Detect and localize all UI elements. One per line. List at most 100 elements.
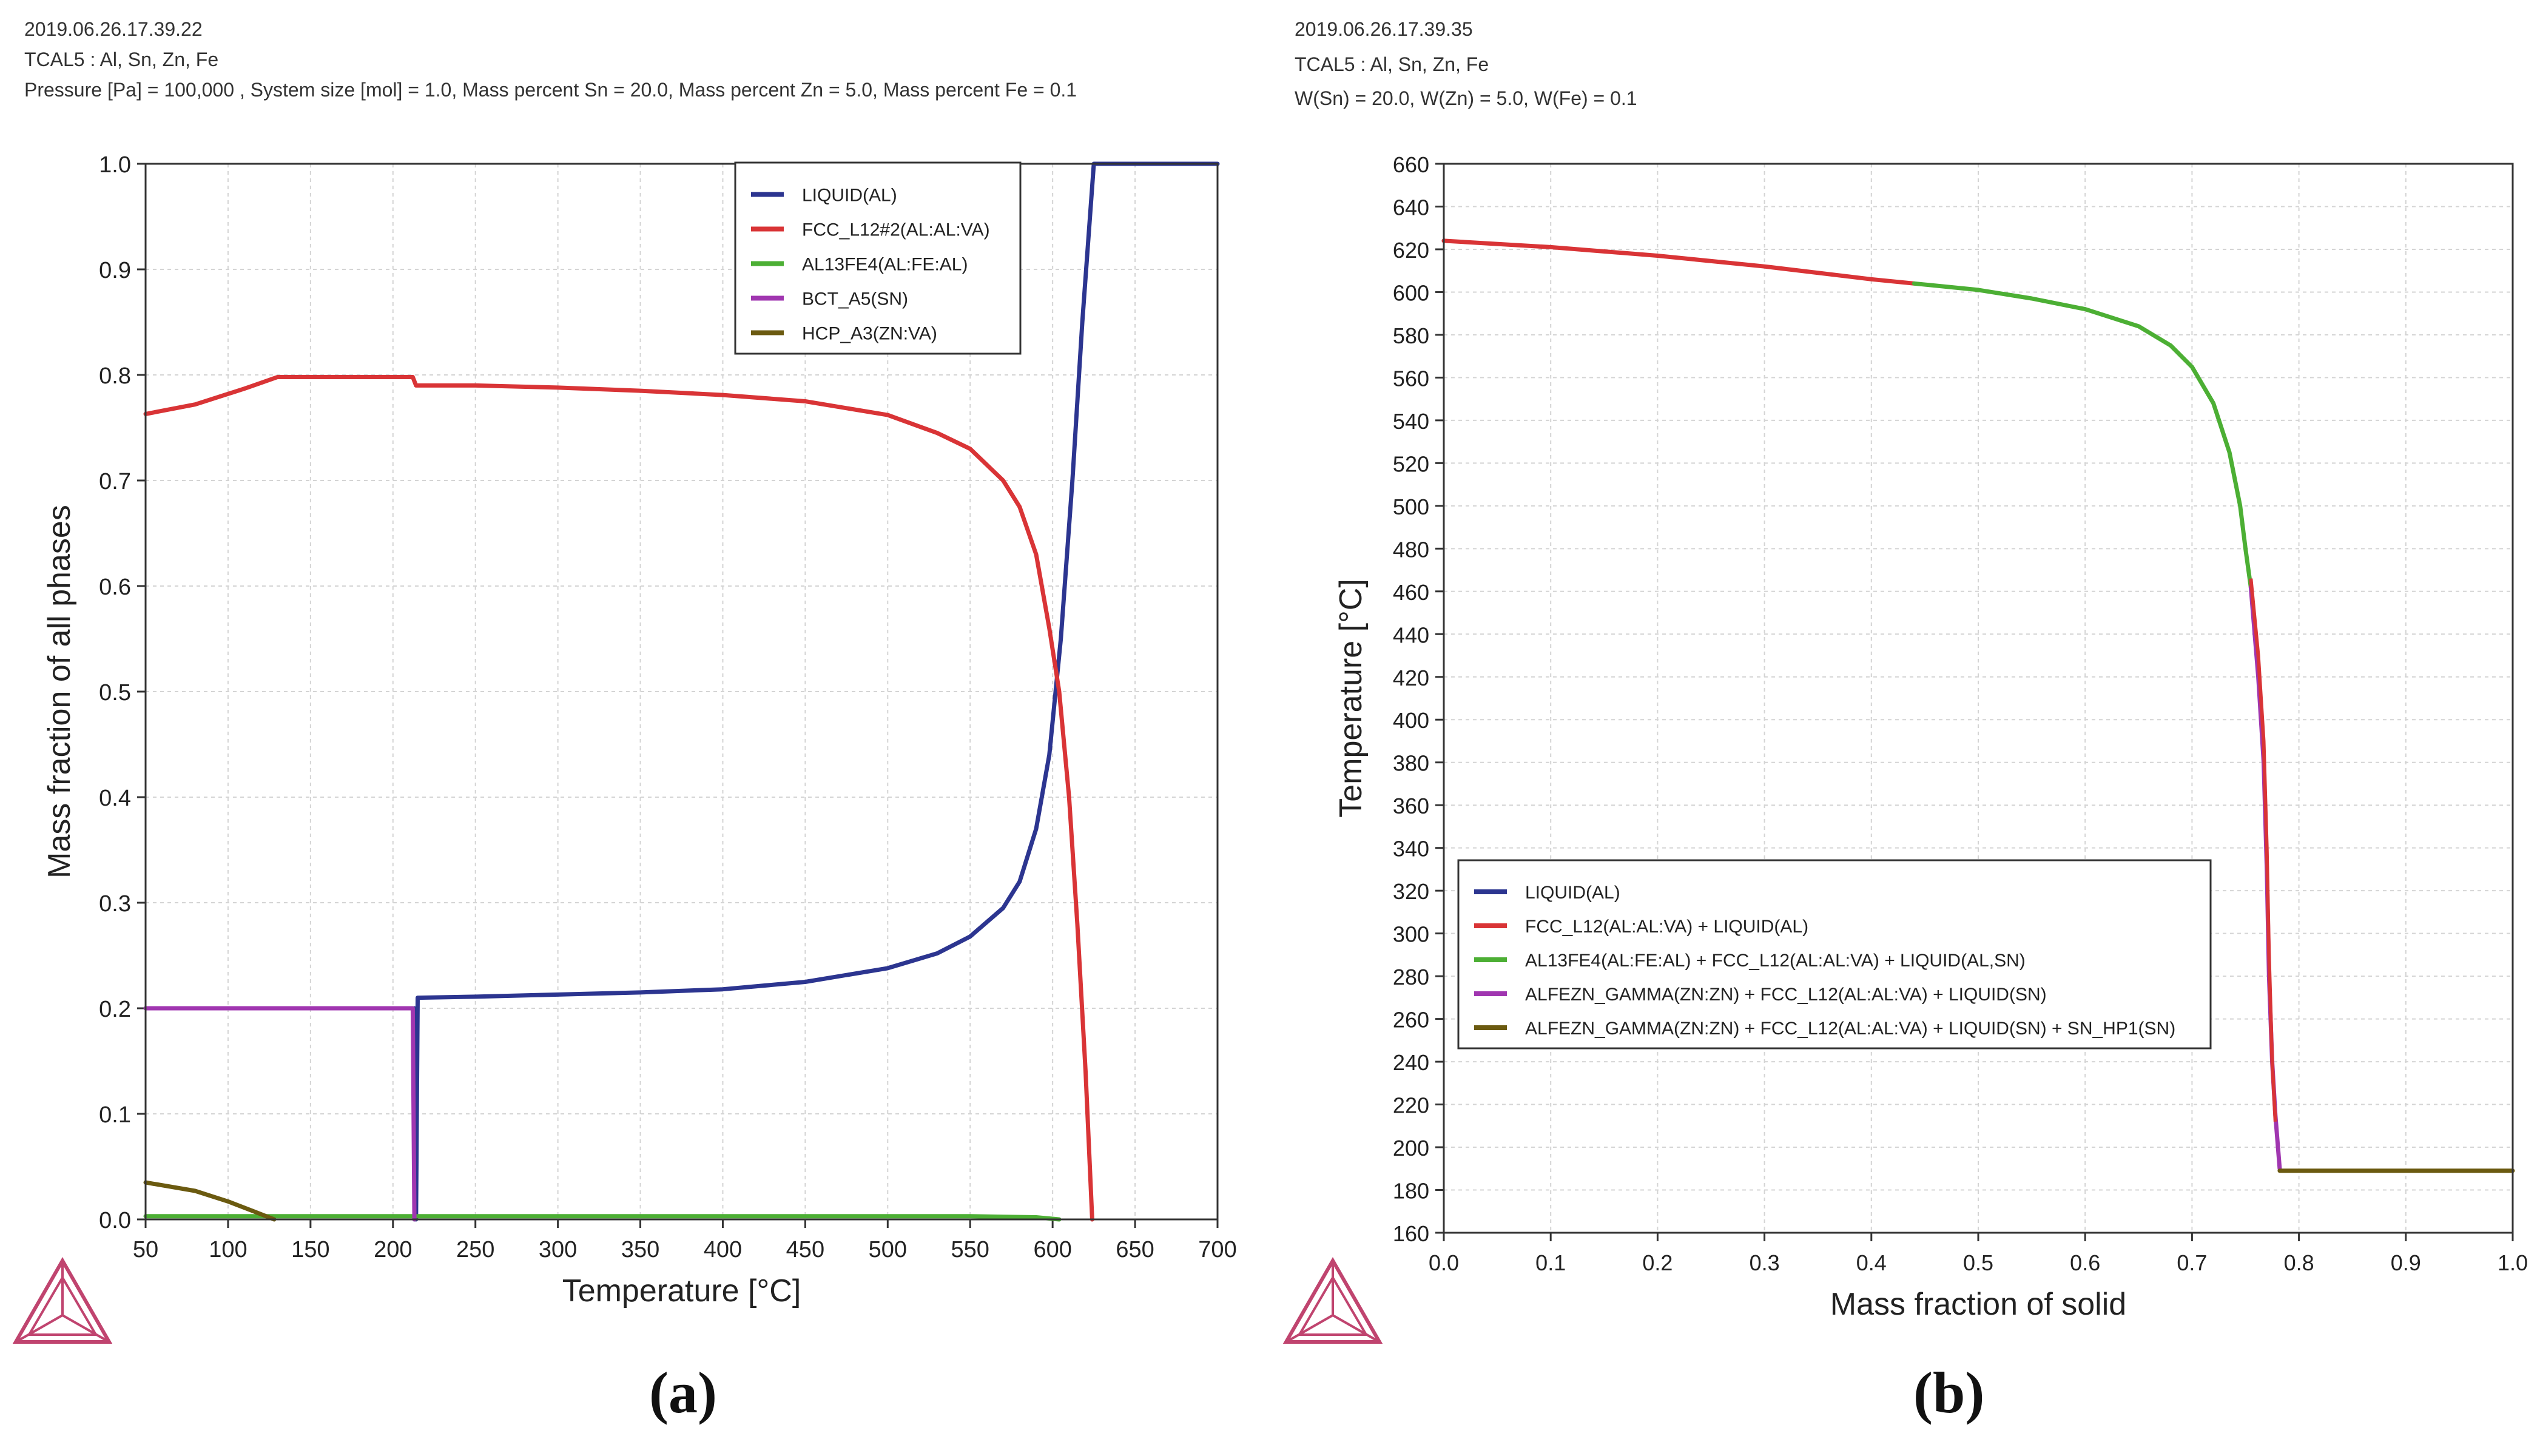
x-tick-label: 700 [1198,1237,1236,1262]
x-tick-label: 150 [291,1237,329,1262]
x-tick-label: 400 [704,1237,742,1262]
x-tick-label: 0.0 [1429,1250,1459,1275]
y-tick-label: 0.3 [99,891,131,917]
legend-entry: HCP_A3(ZN:VA) [802,324,937,344]
y-tick-label: 580 [1393,323,1429,348]
x-tick-label: 0.7 [2177,1250,2207,1275]
y-tick-label: 0.0 [99,1208,131,1233]
y-tick-label: 1.0 [99,152,131,178]
legend: LIQUID(AL) FCC_L12#2(AL:AL:VA) AL13FE4(AL:… [734,161,1022,355]
legend-box [1457,859,2212,1050]
thermocalc-logo-icon [11,1256,114,1347]
y-tick-label: 620 [1393,238,1429,263]
series-line-1 [412,161,1220,1222]
panel-b: 2019.06.26.17.39.35 TCAL5 : Al, Sn, Zn, … [1270,0,2540,1456]
plot-frame [144,163,1219,1221]
x-tick-label: 500 [869,1237,907,1262]
y-tick-label: 260 [1393,1008,1429,1033]
panel-a: 2019.06.26.17.39.22 TCAL5 : Al, Sn, Zn, … [11,18,1237,1425]
y-tick-label: 460 [1393,580,1429,605]
x-tick-label: 650 [1116,1237,1154,1262]
x-tick-label: 250 [456,1237,494,1262]
x-tick-label: 450 [786,1237,824,1262]
x-tick-label: 350 [621,1237,659,1262]
y-tick-label: 520 [1393,451,1429,476]
legend-entry: AL13FE4(AL:FE:AL) [802,255,968,275]
x-tick-label: 100 [209,1237,247,1262]
thermocalc-logo-icon [1281,1256,1384,1347]
y-tick-label: 280 [1393,965,1429,989]
y-tick-label: 500 [1393,494,1429,519]
y-tick-label: 240 [1393,1050,1429,1075]
legend-entry: AL13FE4(AL:FE:AL) + FCC_L12(AL:AL:VA) + … [1525,951,2026,971]
y-tick-label: 540 [1393,409,1429,434]
y-tick-label: 400 [1393,708,1429,733]
phase-fraction-chart: 50 100 150 200 250 300 350 400 450 500 550 600 650 70… [42,152,1237,1309]
x-tick-label: 50 [133,1237,158,1262]
y-tick-label: 180 [1393,1179,1429,1204]
x-tick-label: 0.1 [1535,1250,1566,1275]
x-tick-label: 0.6 [2070,1250,2100,1275]
series-line-3 [1912,281,2253,590]
series-line-3 [143,1214,1062,1222]
timestamp: 2019.06.26.17.39.35 [1295,18,1473,40]
legend-entry: BCT_A5(SN) [802,289,908,309]
x-tick-label: 0.4 [1856,1250,1887,1275]
series-line-2 [1441,238,1916,286]
x-tick-label: 0.5 [1963,1250,1993,1275]
x-tick-label: 0.8 [2284,1250,2314,1275]
y-tick-label: 420 [1393,666,1429,690]
legend: LIQUID(AL) FCC_L12(AL:AL:VA) + LIQUID(AL)… [1457,859,2212,1050]
y-tick-label: 200 [1393,1136,1429,1161]
legend-entry: LIQUID(AL) [1525,883,1620,903]
plot-area [146,164,1218,1219]
conditions-line: W(Sn) = 20.0, W(Zn) = 5.0, W(Fe) = 0.1 [1295,87,1637,109]
scheil-solidification-chart: 0.0 0.1 0.2 0.3 0.4 0.5 0.6 0.7 0.8 0.9 1.0 160 180 2… [1333,152,2528,1322]
y-tick-label: 600 [1393,280,1429,305]
x-tick-label: 200 [374,1237,412,1262]
y-tick-label: 360 [1393,794,1429,818]
x-axis-label: Temperature [°C] [562,1273,801,1309]
y-axis-label: Mass fraction of all phases [42,505,77,878]
legend-entry: FCC_L12(AL:AL:VA) + LIQUID(AL) [1525,917,1808,937]
y-tick-label: 380 [1393,751,1429,776]
series-line-4 [143,1006,417,1222]
y-tick-label: 0.8 [99,363,131,389]
y-tick-label: 560 [1393,366,1429,391]
y-tick-label: 480 [1393,537,1429,562]
legend-entry: FCC_L12#2(AL:AL:VA) [802,220,990,240]
series-line-5 [143,1180,277,1222]
x-tick-label: 0.3 [1750,1250,1780,1275]
x-tick-label: 1.0 [2498,1250,2528,1275]
y-tick-label: 340 [1393,837,1429,861]
x-tick-label: 0.9 [2391,1250,2421,1275]
database-line: TCAL5 : Al, Sn, Zn, Fe [1295,53,1489,75]
x-tick-label: 300 [539,1237,577,1262]
y-tick-label: 0.7 [99,469,131,494]
plot-frame [1443,163,2514,1234]
y-tick-label: 660 [1393,152,1429,177]
y-tick-label: 320 [1393,879,1429,904]
y-tick-label: 220 [1393,1093,1429,1118]
conditions-line: Pressure [Pa] = 100,000 , System size [m… [24,79,1077,101]
series-line-2 [143,375,1094,1222]
y-tick-label: 0.6 [99,575,131,600]
legend-entry: LIQUID(AL) [802,186,897,206]
x-axis-label: Mass fraction of solid [1830,1287,2126,1322]
y-tick-label: 0.5 [99,680,131,706]
y-tick-label: 440 [1393,622,1429,647]
y-tick-label: 160 [1393,1221,1429,1246]
x-tick-label: 550 [951,1237,989,1262]
y-tick-label: 0.2 [99,997,131,1022]
database-line: TCAL5 : Al, Sn, Zn, Fe [24,49,219,70]
x-tick-label: 0.2 [1642,1250,1673,1275]
y-tick-label: 0.1 [99,1102,131,1128]
panel-label: (b) [1913,1360,1985,1425]
y-tick-label: 640 [1393,195,1429,220]
y-tick-label: 0.9 [99,258,131,283]
legend-entry: ALFEZN_GAMMA(ZN:ZN) + FCC_L12(AL:AL:VA) … [1525,985,2047,1005]
x-tick-label: 600 [1033,1237,1071,1262]
series-overlay-line [2249,578,2277,1122]
timestamp: 2019.06.26.17.39.22 [24,18,203,40]
y-tick-label: 300 [1393,922,1429,947]
